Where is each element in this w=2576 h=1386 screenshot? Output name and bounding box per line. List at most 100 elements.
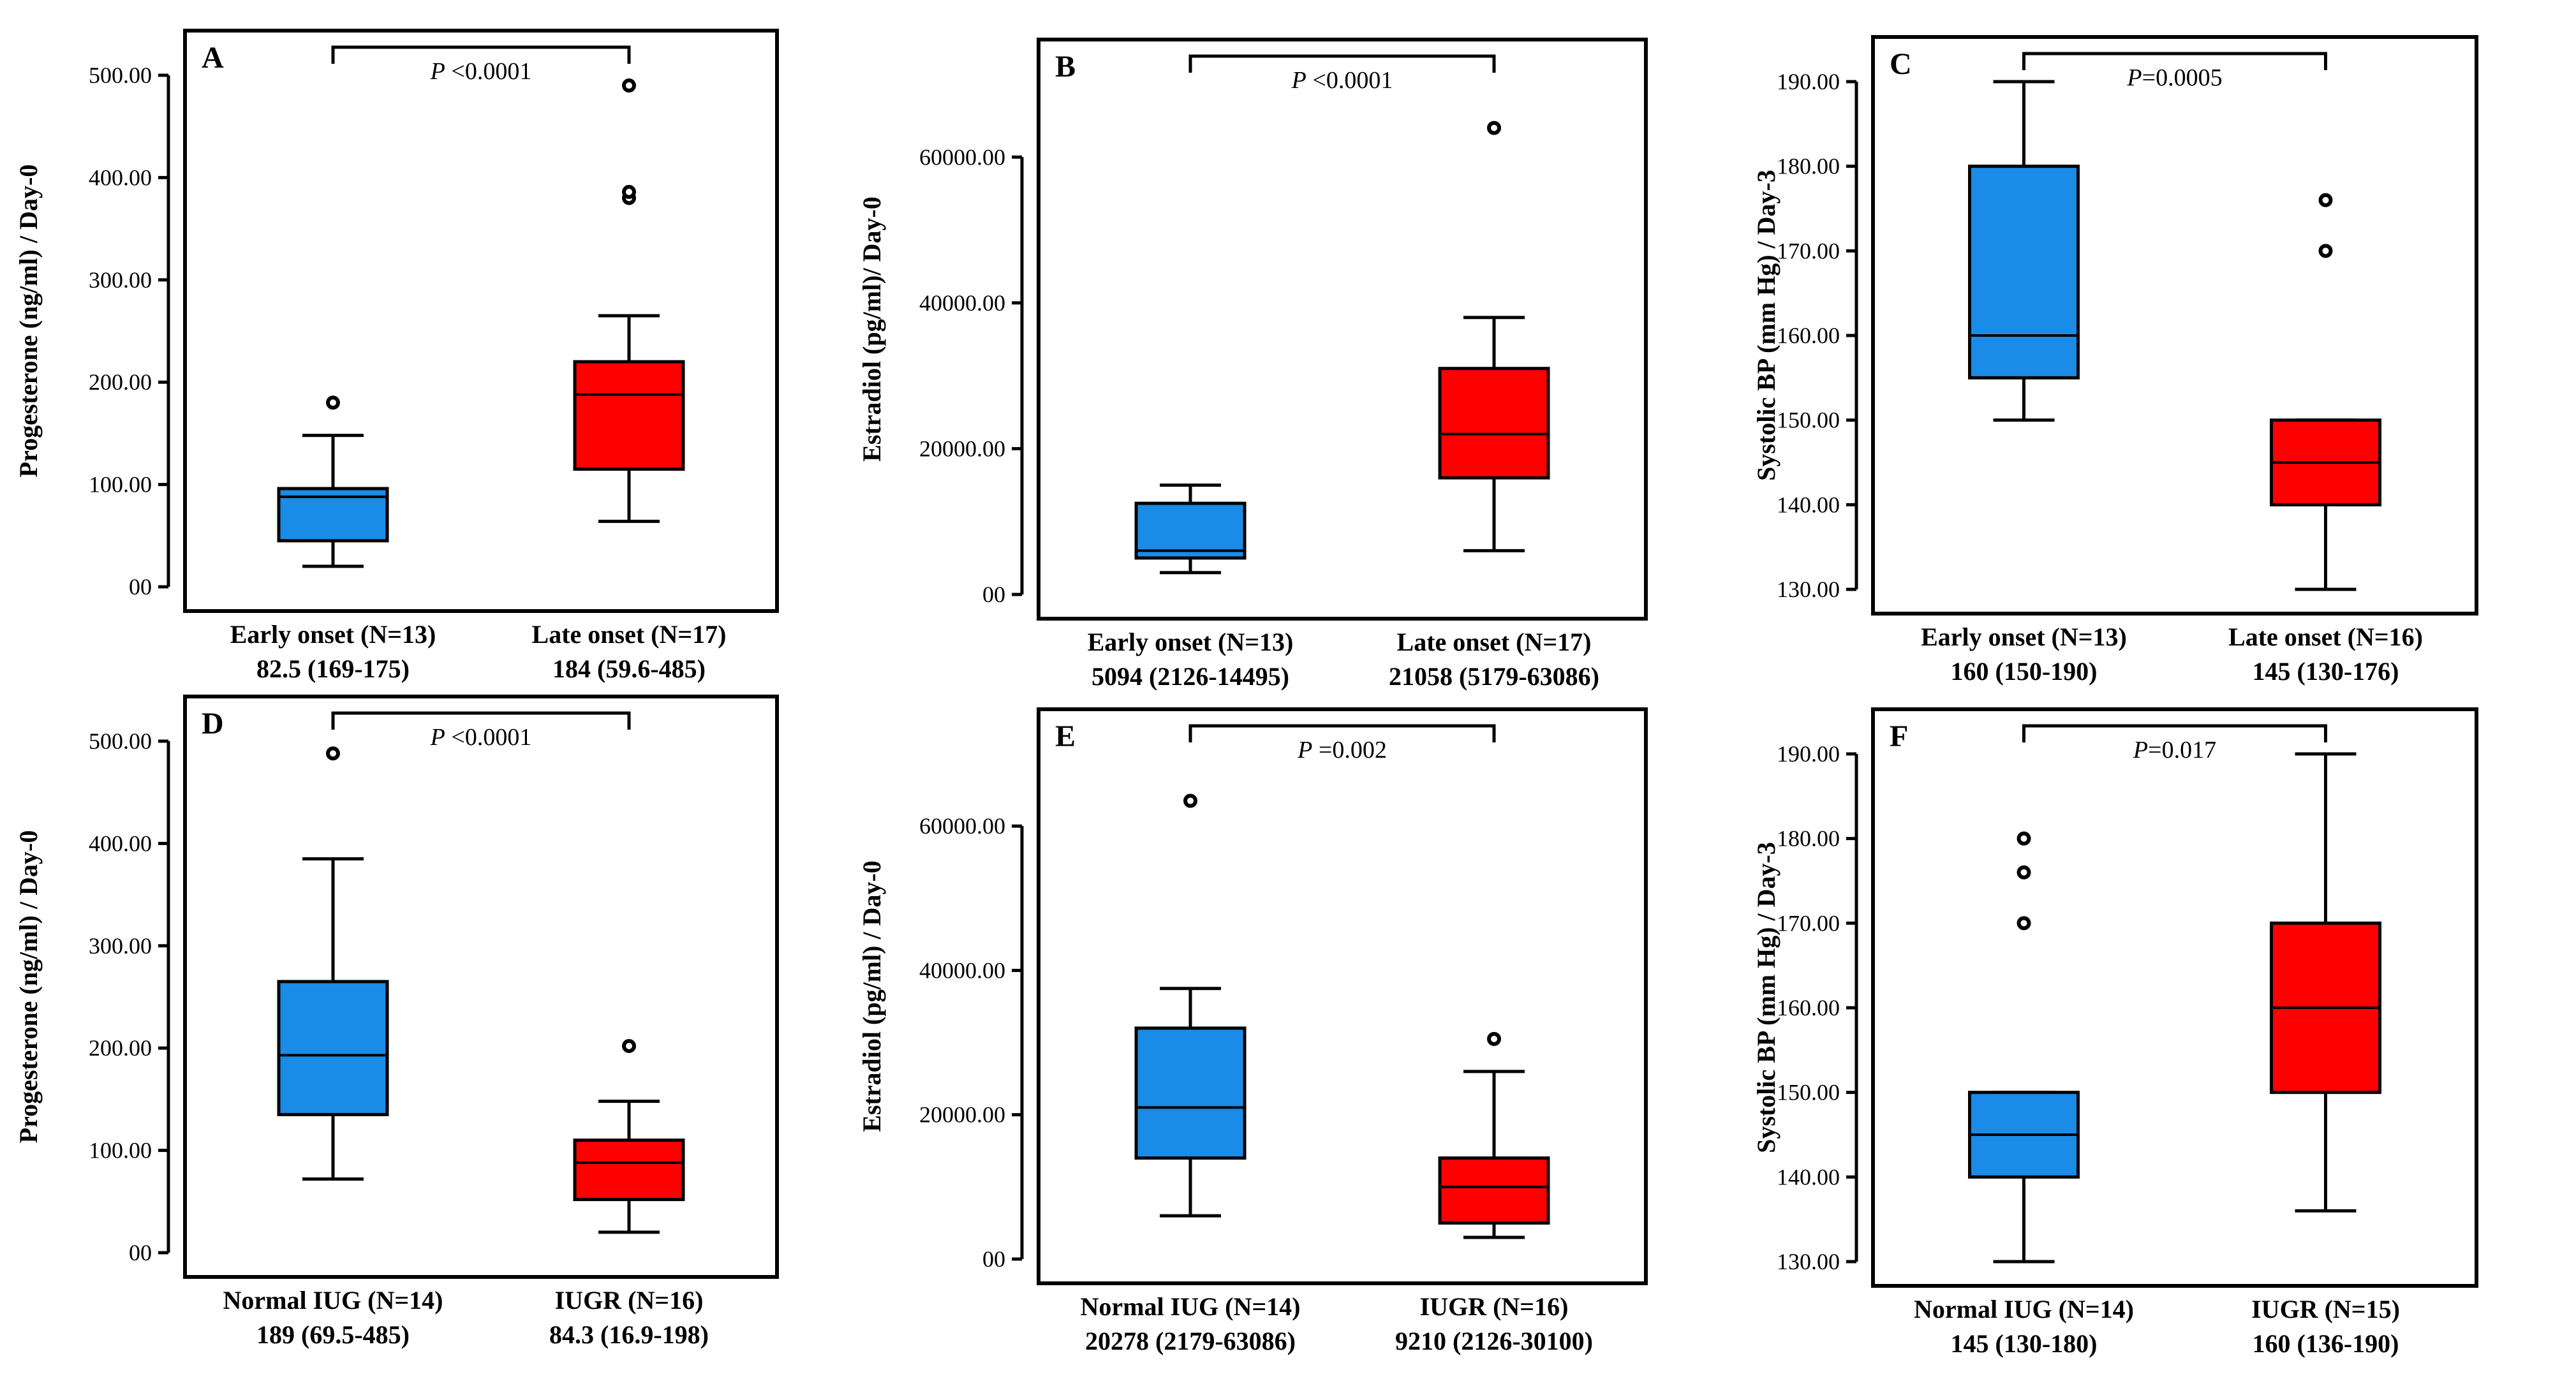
- y-tick-label: 150.00: [1777, 408, 1840, 433]
- outlier-point: [2318, 244, 2333, 258]
- group-summary: 84.3 (16.9-198): [549, 1320, 709, 1349]
- box-group-2: IUGR (N=15) 160 (136-190): [2251, 752, 2400, 1358]
- p-symbol: P: [1297, 737, 1312, 763]
- y-tick-label: 190.00: [1777, 69, 1840, 94]
- p-value-text: <0.0001: [445, 58, 531, 85]
- outlier-point: [326, 395, 340, 410]
- box-group-1: Early onset (N=13) 160 (150-190): [1921, 80, 2127, 686]
- iqr-box: [1438, 1156, 1550, 1225]
- significance-bracket: [331, 711, 631, 730]
- y-axis-label: Systolic BP (mm Hg) / Day-3: [1752, 842, 1780, 1153]
- y-tick-label: 400.00: [89, 830, 152, 856]
- y-tick-label: 00: [982, 582, 1005, 607]
- box-group-2: Late onset (N=17) 21058 (5179-63086): [1389, 121, 1599, 691]
- outlier-point: [326, 746, 340, 761]
- p-value-label: P <0.0001: [430, 724, 532, 751]
- iqr-box: [1968, 165, 2080, 380]
- y-tick-label: 300.00: [89, 933, 152, 959]
- group-label: Early onset (N=13): [230, 620, 436, 649]
- outlier-point: [1183, 793, 1197, 808]
- y-tick-label: 200.00: [89, 1035, 152, 1061]
- group-summary: 20278 (2179-63086): [1085, 1327, 1296, 1355]
- group-label: Late onset (N=16): [2228, 623, 2423, 651]
- outlier-point: [1487, 121, 1501, 135]
- y-tick-label: 60000.00: [919, 813, 1005, 839]
- p-symbol: P: [2133, 737, 2148, 763]
- y-tick-label: 170.00: [1777, 910, 1840, 936]
- plot-frame: [183, 29, 779, 613]
- panel-letter: A: [202, 41, 224, 75]
- significance-bracket: [2022, 724, 2327, 742]
- box-group-1: Normal IUG (N=14) 20278 (2179-63086): [1081, 793, 1300, 1355]
- p-value-label: P=0.0005: [2126, 64, 2222, 91]
- group-summary: 160 (136-190): [2253, 1329, 2399, 1358]
- group-summary: 145 (130-180): [1951, 1329, 2098, 1358]
- outlier-point: [622, 1038, 636, 1053]
- y-tick-label: 00: [129, 1240, 152, 1265]
- y-tick-label: 150.00: [1777, 1080, 1840, 1105]
- y-axis-label: Progesterone (ng/ml) / Day-0: [14, 830, 43, 1144]
- iqr-box: [1134, 1026, 1247, 1160]
- box-group-2: Late onset (N=16) 145 (130-176): [2228, 193, 2423, 686]
- iqr-box: [277, 980, 389, 1116]
- panel-f: F 130.00 140.00 150.00 160.00 170.00 180.00 190…: [1752, 707, 2478, 1358]
- p-symbol: P: [430, 724, 445, 751]
- y-tick-label: 60000.00: [919, 144, 1005, 170]
- y-axis-label: Systolic BP (mm Hg) / Day-3: [1752, 170, 1780, 481]
- y-tick-label: 130.00: [1777, 577, 1840, 602]
- iqr-box: [1438, 367, 1550, 480]
- box-group-2: IUGR (N=16) 9210 (2126-30100): [1395, 1031, 1593, 1355]
- group-summary: 189 (69.5-485): [256, 1320, 410, 1349]
- y-tick-label: 200.00: [89, 369, 152, 395]
- plot-frame: [183, 695, 779, 1279]
- y-tick-label: 40000.00: [919, 957, 1005, 983]
- p-value-text: =0.0005: [2142, 64, 2223, 91]
- outlier-point: [622, 78, 636, 93]
- iqr-box: [573, 360, 685, 471]
- y-tick-label: 190.00: [1777, 741, 1840, 767]
- outlier-point: [2017, 865, 2031, 880]
- plot-frame: [1037, 707, 1648, 1285]
- significance-bracket: [1188, 724, 1496, 742]
- y-axis-label: Progesterone (ng/ml) / Day-0: [14, 165, 43, 478]
- y-tick-label: 130.00: [1777, 1249, 1840, 1274]
- y-axis-label: Estradiol (pg/ml) / Day-0: [857, 860, 886, 1132]
- group-label: Early onset (N=13): [1921, 623, 2127, 651]
- box-group-2: IUGR (N=16) 84.3 (16.9-198): [549, 1038, 709, 1349]
- plot-frame: [1871, 707, 2478, 1288]
- iqr-box: [1134, 501, 1247, 560]
- p-value-text: =0.017: [2148, 737, 2216, 763]
- group-label: IUGR (N=15): [2251, 1295, 2400, 1323]
- box-group-1: Normal IUG (N=14) 145 (130-180): [1914, 831, 2134, 1358]
- y-tick-label: 160.00: [1777, 995, 1840, 1021]
- significance-bracket: [331, 45, 631, 64]
- y-tick-label: 160.00: [1777, 323, 1840, 348]
- y-tick-label: 180.00: [1777, 154, 1840, 179]
- p-symbol: P: [2126, 64, 2142, 91]
- panel-letter: E: [1055, 719, 1076, 753]
- y-tick-label: 500.00: [89, 63, 152, 88]
- group-summary: 5094 (2126-14495): [1092, 662, 1289, 691]
- y-tick-label: 40000.00: [919, 290, 1005, 316]
- group-summary: 82.5 (169-175): [256, 654, 410, 683]
- group-summary: 184 (59.6-485): [552, 654, 706, 683]
- plot-frame: [1037, 38, 1648, 621]
- outlier-point: [2318, 193, 2333, 207]
- box-group-1: Normal IUG (N=14) 189 (69.5-485): [223, 746, 443, 1349]
- y-tick-label: 00: [982, 1246, 1005, 1272]
- group-label: Late onset (N=17): [1397, 628, 1592, 656]
- group-label: Normal IUG (N=14): [223, 1286, 443, 1315]
- y-tick-label: 140.00: [1777, 492, 1840, 517]
- y-tick-label: 180.00: [1777, 826, 1840, 852]
- significance-bracket: [1188, 54, 1496, 73]
- panel-letter: F: [1890, 719, 1908, 753]
- box-group-2: Late onset (N=17) 184 (59.6-485): [532, 78, 726, 683]
- group-summary: 9210 (2126-30100): [1395, 1327, 1593, 1355]
- y-tick-label: 500.00: [89, 728, 152, 754]
- y-tick-label: 100.00: [89, 1138, 152, 1163]
- panel-letter: C: [1890, 47, 1912, 81]
- panel-c: C 130.00 140.00 150.00 160.00 170.00 180.00 190…: [1752, 35, 2478, 686]
- p-value-label: P <0.0001: [1291, 67, 1393, 94]
- p-value-text: <0.0001: [445, 724, 531, 751]
